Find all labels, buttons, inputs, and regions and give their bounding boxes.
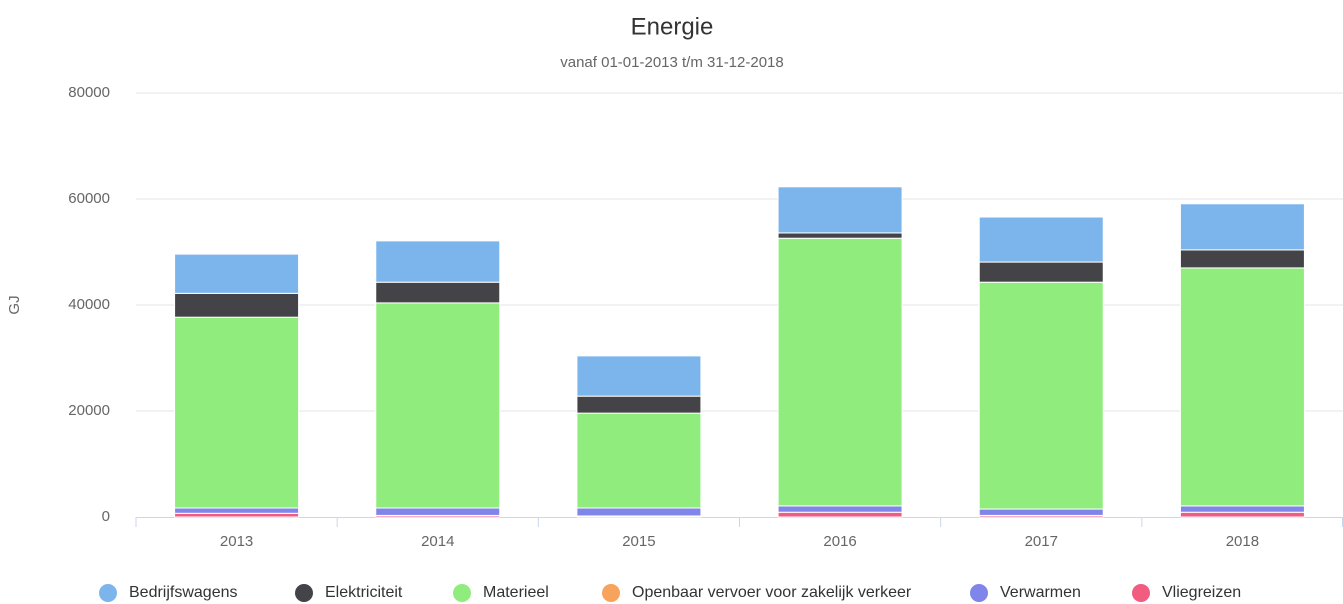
legend-label: Openbaar vervoer voor zakelijk verkeer	[632, 584, 912, 601]
y-tick-label: 60000	[68, 190, 110, 207]
chart-title: Energie	[631, 13, 714, 40]
bar-segment	[1179, 249, 1305, 269]
legend-marker	[1132, 584, 1150, 602]
bar-segment	[978, 216, 1104, 263]
bar-segment	[576, 355, 702, 397]
legend-label: Verwarmen	[1000, 584, 1081, 601]
x-tick-label: 2014	[421, 533, 454, 550]
legend-marker	[453, 584, 471, 602]
y-tick-label: 80000	[68, 84, 110, 101]
bar-segment	[576, 412, 702, 509]
legend-marker	[602, 584, 620, 602]
legend-label: Vliegreizen	[1162, 584, 1241, 601]
x-tick-label: 2018	[1226, 533, 1259, 550]
bar-segment	[777, 505, 903, 513]
bar-segment	[777, 232, 903, 239]
legend-marker	[970, 584, 988, 602]
bar-segment	[1179, 505, 1305, 513]
bar-segment	[375, 281, 501, 304]
bar-segment	[978, 261, 1104, 283]
bar-segment	[174, 253, 300, 294]
y-tick-label: 0	[102, 508, 110, 525]
bar-segment	[375, 507, 501, 516]
y-tick-label: 40000	[68, 296, 110, 313]
legend-label: Bedrijfswagens	[129, 584, 238, 601]
bar-segment	[1179, 511, 1305, 518]
bar-segment	[375, 240, 501, 283]
x-tick-label: 2013	[220, 533, 253, 550]
legend-marker	[295, 584, 313, 602]
legend-marker	[99, 584, 117, 602]
y-tick-label: 20000	[68, 402, 110, 419]
legend-label: Materieel	[483, 584, 549, 601]
bar-segment	[1179, 267, 1305, 507]
bar-segment	[777, 237, 903, 507]
bar-segment	[174, 292, 300, 318]
bar-segment	[978, 508, 1104, 516]
bar-segment	[174, 507, 300, 514]
bar-segment	[1179, 203, 1305, 251]
y-axis-label: GJ	[6, 295, 23, 314]
bar-segment	[777, 511, 903, 518]
legend-label: Elektriciteit	[325, 584, 403, 601]
chart-subtitle: vanaf 01-01-2013 t/m 31-12-2018	[560, 54, 783, 71]
bar-segment	[375, 302, 501, 509]
bar-segment	[978, 281, 1104, 510]
x-tick-label: 2016	[823, 533, 856, 550]
bar-segment	[174, 316, 300, 509]
bar-segment	[174, 512, 300, 518]
bar-segment	[777, 186, 903, 234]
x-tick-label: 2017	[1025, 533, 1058, 550]
x-tick-label: 2015	[622, 533, 655, 550]
bar-segment	[576, 507, 702, 517]
bar-segment	[576, 395, 702, 414]
